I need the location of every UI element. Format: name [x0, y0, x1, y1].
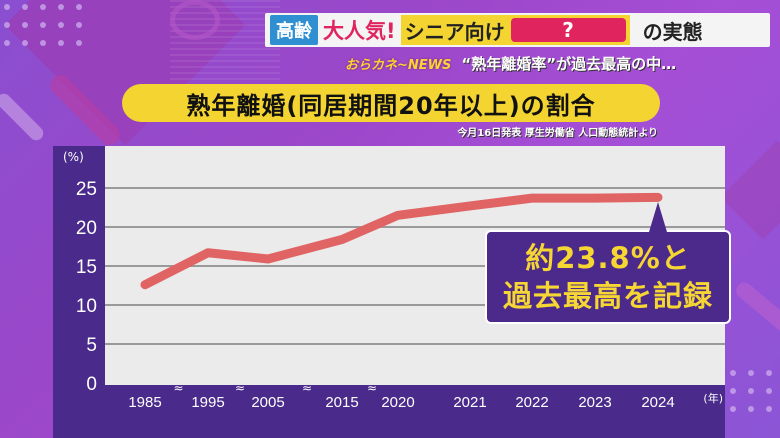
axis-break-icon: ≈: [173, 381, 183, 395]
x-tick-label: 1995: [191, 394, 224, 411]
x-tick-label: 2022: [515, 394, 548, 411]
headline-highlight: シニア向け ?: [400, 15, 630, 45]
program-subline: おらカネ~NEWS “熟年離婚率”が過去最高の中…: [345, 51, 676, 75]
background-pill: [733, 279, 780, 337]
y-tick-label: 20: [76, 218, 97, 239]
axis-break-icon: ≈: [367, 381, 377, 395]
y-tick-label: 25: [76, 179, 97, 200]
chart-canvas: 0 5 10 15 20 25 1985 ≈1995 ≈2005 ≈2015 ≈2020 2021 20…: [76, 179, 725, 411]
background-pill: [0, 90, 47, 144]
subline-text: “熟年離婚率”が過去最高の中…: [461, 54, 677, 73]
headline-emphasis: 大人気!: [323, 19, 396, 43]
program-logo: おらカネ~NEWS: [345, 57, 452, 73]
y-axis-unit: (%): [63, 150, 84, 164]
chart-source: 今月16日発表 厚生労働省 人口動態統計より: [457, 128, 658, 139]
x-tick-label: 2005: [251, 394, 284, 411]
y-tick-label: 0: [86, 374, 97, 395]
x-axis-unit: (年): [703, 392, 723, 405]
chart-title-pill: 熟年離婚(同居期間20年以上)の割合: [122, 84, 660, 122]
y-tick-label: 5: [86, 335, 97, 356]
y-tick-label: 10: [76, 296, 97, 317]
callout-value: 約23.8%と: [525, 241, 691, 275]
x-tick-label: 2024: [641, 394, 674, 411]
category-tag: 高齢: [270, 15, 318, 45]
background-diamond: [720, 140, 780, 240]
x-tick-label: 2023: [578, 394, 611, 411]
x-tick-label: 2015: [325, 394, 358, 411]
y-tick-label: 15: [76, 257, 97, 278]
headline-tail: の実態: [642, 19, 703, 44]
background-dots: [730, 370, 772, 412]
x-tick-label: 1985: [128, 394, 161, 411]
background-dots: [4, 4, 82, 46]
background-pill: [46, 71, 124, 149]
axis-break-icon: ≈: [235, 381, 245, 395]
chart-title: 熟年離婚(同居期間20年以上)の割合: [186, 91, 596, 120]
axis-break-icon: ≈: [302, 381, 312, 395]
x-tick-label: 2020: [381, 394, 414, 411]
hidden-word-box: ?: [510, 18, 626, 42]
background-stripes: [170, 0, 280, 85]
data-line: [140, 192, 663, 290]
background-circle: [170, 0, 220, 40]
callout-record: 過去最高を記録: [502, 279, 713, 313]
x-tick-label: 2021: [453, 394, 486, 411]
headline-banner: 高齢 大人気! シニア向け ? の実態: [265, 13, 770, 47]
annotation-callout: 約23.8%と 過去最高を記録: [485, 202, 731, 324]
headline-highlight-text: シニア向け: [404, 19, 505, 44]
